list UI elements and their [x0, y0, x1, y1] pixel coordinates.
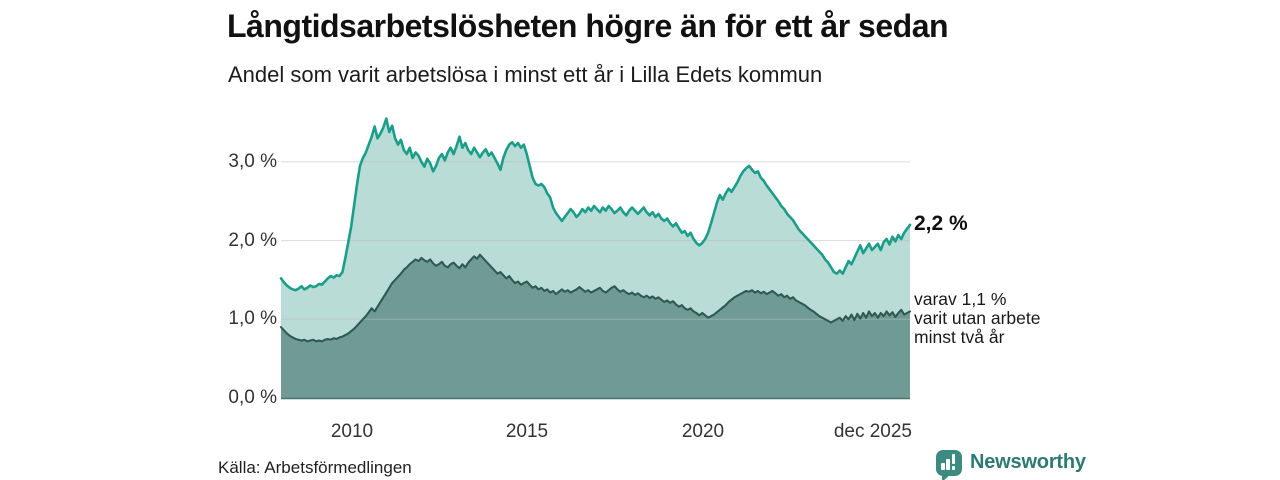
inner-annotation-line-1: varav 1,1 % [914, 289, 1007, 309]
inner-annotation-line-3: minst två år [914, 327, 1005, 347]
inner-series-annotation: varav 1,1 % varit utan arbete minst två … [914, 290, 1040, 347]
y-axis-label-3: 3,0 % [228, 151, 277, 172]
chart-title: Långtidsarbetslösheten högre än för ett … [227, 8, 949, 44]
x-axis-label-2010: 2010 [330, 421, 374, 442]
inner-area-fill [281, 254, 910, 398]
logo-bar-small [941, 463, 945, 470]
logo-bubble-tail [942, 474, 951, 480]
logo-bar-medium [946, 459, 950, 470]
inner-series-line [279, 253, 912, 343]
y-axis-label-0: 0,0 % [228, 387, 277, 408]
logo-exclamation-bar [951, 454, 956, 464]
inner-annotation-line-2: varit utan arbete [914, 308, 1041, 328]
chart-subtitle: Andel som varit arbetslösa i minst ett å… [228, 62, 823, 87]
y-axis-label-2: 2,0 % [228, 230, 277, 251]
logo-exclamation-dot [951, 466, 956, 470]
x-axis-label-2015: 2015 [505, 421, 549, 442]
source-note: Källa: Arbetsförmedlingen [218, 458, 412, 477]
y-axis-label-1: 1,0 % [228, 308, 277, 329]
x-axis-label-2020: 2020 [681, 421, 725, 442]
latest-value-annotation: 2,2 % [914, 212, 968, 235]
newsworthy-wordmark: Newsworthy [970, 451, 1086, 473]
newsworthy-bubble-chart-icon [936, 450, 962, 476]
x-axis-label-dec-2025: dec 2025 [833, 421, 912, 442]
total-series-line [279, 117, 912, 292]
